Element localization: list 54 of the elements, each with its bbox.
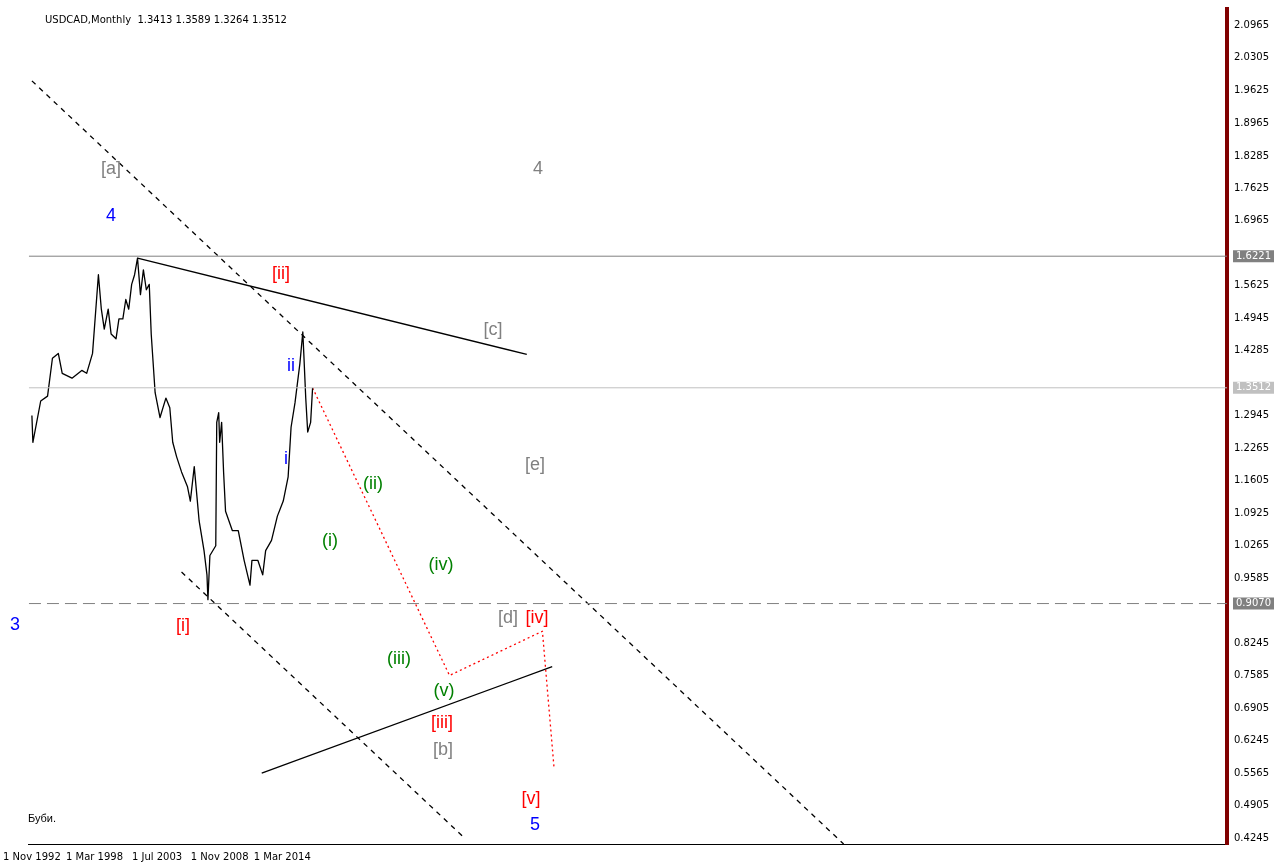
y-tick-label: 0.4245 xyxy=(1234,831,1270,843)
y-tick-label: 1.8285 xyxy=(1234,149,1270,161)
y-tick-label: 1.8965 xyxy=(1234,116,1270,128)
y-tick-label: 0.6245 xyxy=(1234,734,1270,746)
y-tick-label: 1.7625 xyxy=(1234,181,1270,193)
annotation: (ii) xyxy=(363,472,383,493)
annotation: 4 xyxy=(532,157,544,178)
annotation: (v) xyxy=(433,679,455,700)
ref-line-label: 1.6221 xyxy=(1236,249,1272,261)
y-tick-label: 1.5625 xyxy=(1234,278,1270,290)
annotation: 5 xyxy=(529,813,541,834)
y-tick-label: 1.1605 xyxy=(1234,474,1270,486)
annotation: [iii] xyxy=(431,711,453,732)
text: 3 xyxy=(9,613,21,634)
annotation: 4 xyxy=(105,204,117,225)
annotation: (iv) xyxy=(428,553,454,574)
x-tick-label: 1 Mar 2014 xyxy=(253,850,311,862)
annotation: [v] xyxy=(521,787,541,808)
text: USDCAD,Monthly 1.3413 1.3589 1.3264 1.3512 xyxy=(44,13,287,25)
annotation: ii xyxy=(287,354,295,375)
annotation: [i] xyxy=(175,614,191,635)
annotation: [c] xyxy=(483,318,503,339)
x-tick-label: 1 Nov 1992 xyxy=(3,850,61,862)
x-tick-label: 1 Jul 2003 xyxy=(131,850,183,862)
y-tick-label: 2.0305 xyxy=(1234,51,1270,63)
y-tick-label: 1.2265 xyxy=(1234,441,1270,453)
y-tick-label: 0.5565 xyxy=(1234,767,1270,779)
annotation: [ii] xyxy=(272,262,290,283)
x-tick-label: 1 Mar 1998 xyxy=(65,850,124,862)
ref-line-label: 1.3512 xyxy=(1236,381,1272,393)
annotation: [e] xyxy=(524,453,546,474)
y-tick-label: 1.9625 xyxy=(1234,84,1270,96)
annotation: Буби. xyxy=(27,812,57,825)
annotation: i xyxy=(284,447,288,468)
annotation: [iv] xyxy=(525,606,549,627)
ref-line-label: 0.9070 xyxy=(1236,597,1272,609)
annotation: [a] xyxy=(100,157,122,178)
y-tick-label: 1.0925 xyxy=(1234,507,1270,519)
y-tick-label: 0.8245 xyxy=(1234,637,1270,649)
annotation: (i) xyxy=(322,529,338,550)
x-tick-label: 1 Nov 2008 xyxy=(190,850,249,862)
y-tick-label: 1.4285 xyxy=(1234,343,1270,355)
y-tick-label: 0.7585 xyxy=(1234,669,1270,681)
annotation: [d] xyxy=(497,606,519,627)
y-tick-label: 0.9585 xyxy=(1234,572,1270,584)
y-tick-label: 2.0965 xyxy=(1234,19,1270,31)
annotation: [b] xyxy=(432,738,454,759)
y-tick-label: 0.4905 xyxy=(1234,799,1270,811)
y-tick-label: 1.2945 xyxy=(1234,408,1270,420)
y-tick-label: 0.6905 xyxy=(1234,702,1270,714)
y-tick-label: 1.4945 xyxy=(1234,311,1270,323)
annotation: (iii) xyxy=(387,647,411,668)
y-tick-label: 1.6965 xyxy=(1234,213,1270,225)
y-tick-label: 1.0265 xyxy=(1234,539,1270,551)
